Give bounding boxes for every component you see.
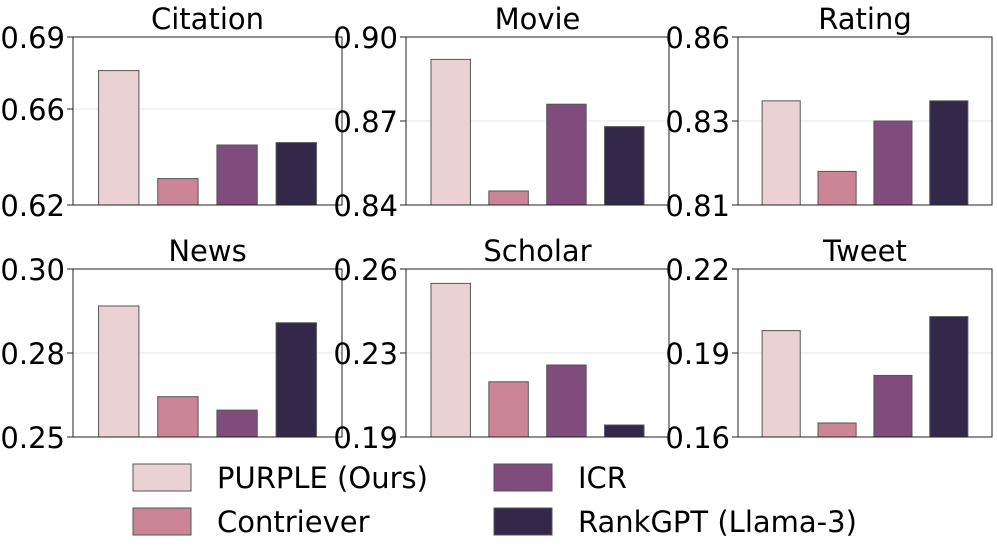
y-tick-label: 0.26 xyxy=(333,253,398,287)
bar-icr xyxy=(546,103,587,206)
legend-swatch-contriever xyxy=(132,507,192,536)
legend-swatch-icr xyxy=(493,463,553,492)
bar-purple-ours xyxy=(761,100,801,206)
bar-rankgpt-llama-3 xyxy=(929,316,969,438)
y-tick-label: 0.66 xyxy=(0,93,65,127)
legend: PURPLE (Ours) Contriever ICR RankGPT (Llama… xyxy=(132,461,857,539)
bar-contriever xyxy=(157,396,199,438)
bar-contriever xyxy=(157,178,199,206)
y-tick-label: 0.19 xyxy=(665,337,730,371)
bar-rankgpt-llama-3 xyxy=(275,142,317,206)
plot-frame xyxy=(72,36,343,206)
bar-purple-ours xyxy=(761,330,801,438)
y-tick-label: 0.62 xyxy=(0,189,65,223)
y-tick-label: 0.81 xyxy=(665,189,730,223)
bar-rankgpt-llama-3 xyxy=(929,100,969,206)
subplot-scholar: 0.19 0.23 0.26 Scholar xyxy=(333,234,670,455)
subplot-title: Tweet xyxy=(822,234,907,268)
y-tick-label: 0.16 xyxy=(665,421,730,455)
legend-label-contriever: Contriever xyxy=(217,505,370,539)
legend-label-purple-ours: PURPLE (Ours) xyxy=(217,461,428,495)
y-tick-label: 0.87 xyxy=(333,105,398,139)
bar-purple-ours xyxy=(98,70,140,206)
subplot-citation: 0.62 0.66 0.69 Citation xyxy=(0,2,343,223)
y-tick-label: 0.22 xyxy=(665,253,730,287)
y-tick-label: 0.25 xyxy=(0,421,65,455)
bar-purple-ours xyxy=(430,282,471,438)
bar-purple-ours xyxy=(430,58,471,206)
bar-icr xyxy=(873,120,913,206)
y-tick-label: 0.23 xyxy=(333,337,398,371)
y-tick-label: 0.84 xyxy=(333,189,398,223)
subplot-news: 0.25 0.28 0.30 News xyxy=(0,234,343,455)
y-tick-label: 0.86 xyxy=(665,21,730,55)
bar-icr xyxy=(216,144,258,206)
y-tick-label: 0.28 xyxy=(0,337,65,371)
bar-icr xyxy=(216,409,258,438)
bar-icr xyxy=(873,374,913,438)
subplot-title: Rating xyxy=(818,2,912,36)
y-tick-label: 0.30 xyxy=(0,253,65,287)
bar-purple-ours xyxy=(98,305,140,438)
subplot-title: Movie xyxy=(495,2,581,36)
subplot-title: News xyxy=(168,234,246,268)
bar-contriever xyxy=(488,381,529,438)
y-tick-label: 0.90 xyxy=(333,21,398,55)
y-tick-label: 0.19 xyxy=(333,421,398,455)
y-tick-label: 0.83 xyxy=(665,105,730,139)
legend-label-icr: ICR xyxy=(578,461,627,495)
bar-contriever xyxy=(488,190,529,206)
subplot-tweet: 0.16 0.19 0.22 Tweet xyxy=(665,234,993,455)
bar-contriever xyxy=(817,422,857,438)
legend-swatch-rankgpt-llama-3 xyxy=(493,507,553,536)
bar-rankgpt-llama-3 xyxy=(604,424,645,438)
subplot-title: Scholar xyxy=(483,234,591,268)
bar-contriever xyxy=(817,170,857,206)
bar-icr xyxy=(546,364,587,438)
legend-label-rankgpt-llama-3: RankGPT (Llama-3) xyxy=(578,505,857,539)
bar-rankgpt-llama-3 xyxy=(604,126,645,206)
legend-swatch-purple-ours xyxy=(132,463,192,492)
subplot-rating: 0.81 0.83 0.86 Rating xyxy=(665,2,993,223)
subplot-movie: 0.84 0.87 0.90 Movie xyxy=(333,2,670,223)
subplot-title: Citation xyxy=(151,2,264,36)
bar-rankgpt-llama-3 xyxy=(275,322,317,438)
y-tick-label: 0.69 xyxy=(0,21,65,55)
